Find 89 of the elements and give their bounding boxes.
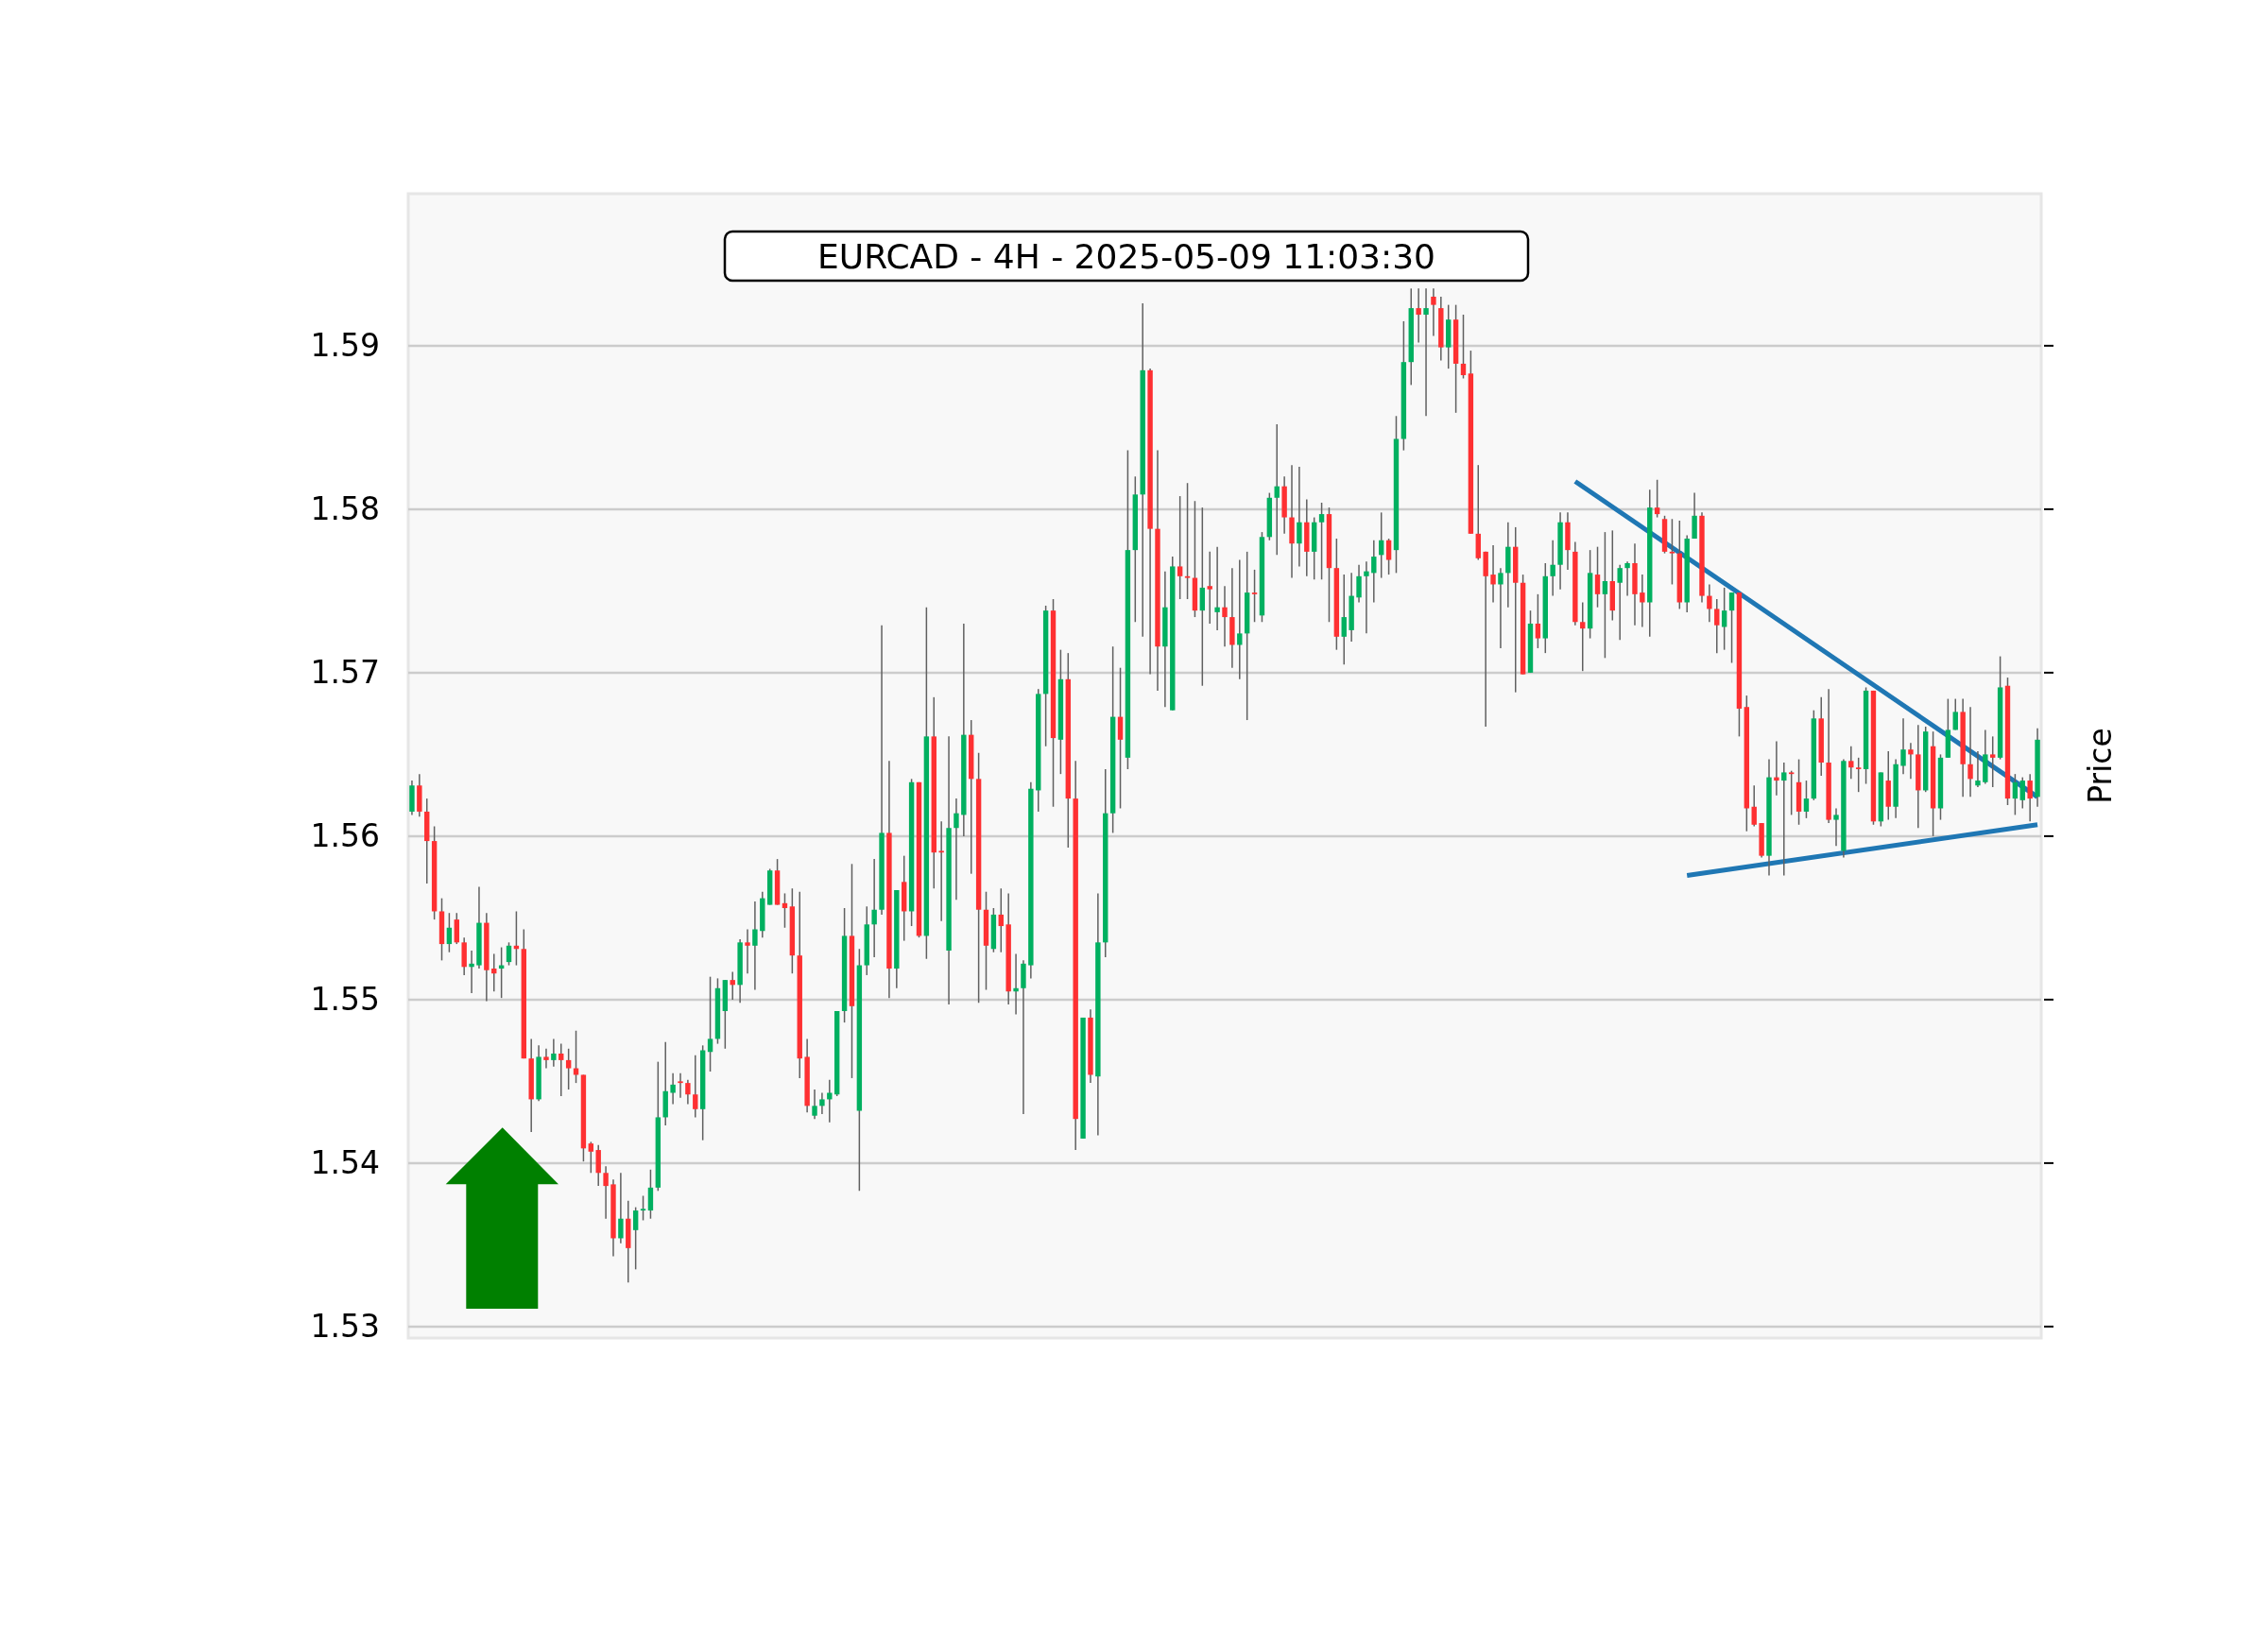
- text: EURCAD - 4H - 2025-05-09 11:03:30: [817, 236, 1435, 276]
- candlestick: [819, 1091, 825, 1115]
- candlestick: [603, 1165, 609, 1220]
- candlestick: [1855, 757, 1862, 793]
- candlestick: [1669, 518, 1675, 586]
- candlestick: [1788, 769, 1795, 816]
- candlestick: [1803, 780, 1810, 819]
- candlestick: [1251, 569, 1258, 624]
- y-tick-label: 1.55: [310, 981, 380, 1019]
- candlestick: [693, 1054, 698, 1119]
- y-tick-label: 1.54: [310, 1144, 380, 1182]
- candlestick: [1498, 567, 1503, 649]
- candlestick: [1602, 531, 1608, 660]
- y-axis-title: Price: [2081, 728, 2119, 804]
- candlestick: [1177, 495, 1183, 600]
- candlestick: [506, 941, 512, 967]
- candlestick: [685, 1078, 691, 1106]
- candlestick: [827, 1078, 833, 1124]
- candlestick: [1431, 287, 1436, 337]
- candlestick: [745, 928, 750, 974]
- candlestick: [1967, 706, 1973, 798]
- candlestick: [1781, 762, 1787, 877]
- candlestick: [588, 1141, 594, 1175]
- candlestick: [670, 1072, 676, 1106]
- candlestick: [1237, 558, 1243, 680]
- candlestick: [1714, 598, 1720, 654]
- candlestick: [1721, 587, 1727, 651]
- candlestick: [565, 1048, 572, 1090]
- candlestick: [1535, 593, 1541, 649]
- candlestick: [1460, 314, 1467, 380]
- candlestick: [1318, 502, 1325, 581]
- candlestick: [812, 1089, 817, 1120]
- candlestick: [1654, 479, 1660, 519]
- candlestick: [1356, 563, 1362, 604]
- candlestick: [1364, 560, 1369, 635]
- candlestick: [1640, 574, 1645, 628]
- candlestick: [1594, 545, 1601, 609]
- y-tick-label: 1.56: [310, 817, 380, 855]
- candlestick: [618, 1172, 624, 1244]
- y-tick-label: 1.58: [310, 490, 380, 528]
- candlestick: [1423, 287, 1429, 418]
- candlestick: [871, 858, 877, 958]
- candlestick: [954, 798, 959, 901]
- candlestick: [1222, 585, 1228, 647]
- candlestick: [1297, 466, 1302, 568]
- candlestick: [1184, 482, 1191, 600]
- candlestick: [640, 1194, 646, 1222]
- candlestick: [1990, 735, 1996, 788]
- candlestick: [1833, 807, 1839, 848]
- candlestick: [1707, 583, 1712, 624]
- candlestick: [1013, 952, 1019, 1016]
- candlestick: [543, 1048, 549, 1070]
- candlestick: [1617, 563, 1623, 642]
- y-tick-label: 1.57: [310, 654, 380, 692]
- candlestick: [1490, 544, 1496, 604]
- candlestick: [2019, 776, 2025, 810]
- candlestick: [1908, 742, 1914, 781]
- candlestick: [1207, 551, 1212, 625]
- candlestick: [707, 975, 713, 1072]
- candlestick: [1341, 574, 1347, 665]
- candlestick: [1214, 545, 1220, 631]
- candlestick: [1416, 287, 1421, 344]
- candlestick: [938, 820, 944, 922]
- candlestick: [469, 950, 474, 994]
- candlestick: [558, 1042, 564, 1097]
- candlestick: [1774, 740, 1779, 797]
- candlestick: [1385, 538, 1392, 575]
- y-tick-label: 1.59: [310, 327, 380, 365]
- candlestick: [1952, 697, 1958, 731]
- candlestick: [1580, 601, 1586, 672]
- candlestick: [1751, 784, 1757, 828]
- candlestick: [678, 1072, 683, 1099]
- candlestick: [752, 901, 758, 991]
- candlestick: [1975, 750, 1981, 788]
- candlestick: [1848, 745, 1854, 781]
- candlestick: [1199, 506, 1206, 687]
- candlestick: [1550, 540, 1555, 597]
- candlestick: [446, 912, 453, 953]
- y-tick-label: 1.53: [310, 1308, 380, 1346]
- candlestick: [1728, 592, 1735, 664]
- candlestick: [1900, 717, 1906, 775]
- candlestick: [2027, 773, 2033, 823]
- candlestick: [1274, 423, 1280, 557]
- candlestick: [1371, 540, 1377, 604]
- candlestick: [551, 1038, 557, 1068]
- candlestick: [2012, 773, 2019, 816]
- candlestick: [632, 1206, 639, 1271]
- candlestick: [998, 887, 1004, 953]
- candlestick: [1624, 560, 1630, 597]
